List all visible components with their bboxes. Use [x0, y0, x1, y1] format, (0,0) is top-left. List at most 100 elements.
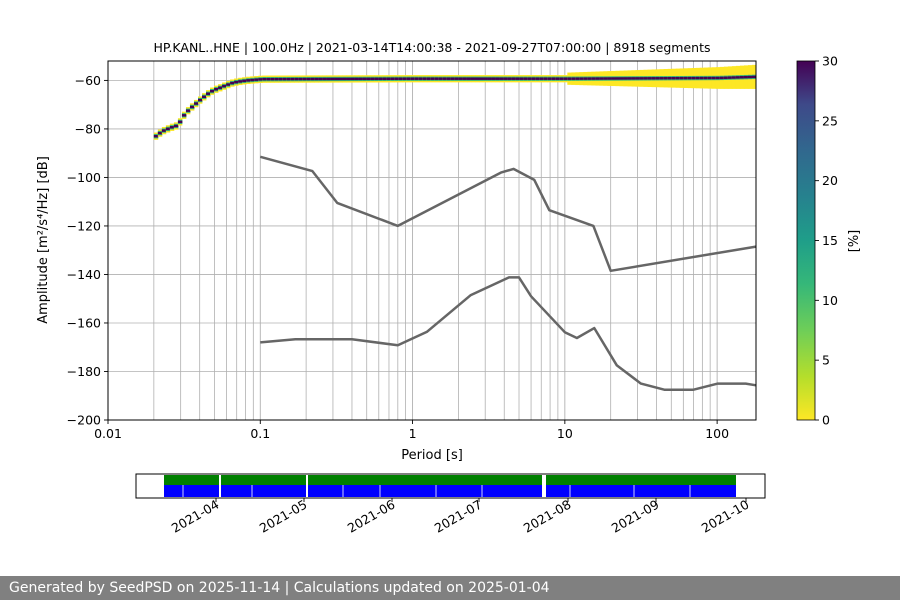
heatmap-cell-high — [470, 77, 476, 80]
heatmap-cell-high — [334, 77, 339, 81]
x-tick-label: 0.01 — [94, 426, 122, 441]
heatmap-cell-high — [462, 77, 468, 80]
heatmap-cell-high — [197, 98, 203, 102]
heatmap-cell-high — [735, 76, 741, 79]
heatmap-cell-high — [523, 77, 528, 80]
timeline-availability-bars — [164, 475, 736, 497]
heatmap-cell-high — [294, 77, 299, 81]
new-low-noise-model-line — [260, 276, 757, 391]
heatmap-cell-high — [177, 120, 183, 124]
heatmap-cell-high — [715, 76, 721, 80]
heatmap-cell-high — [663, 77, 669, 80]
colorbar-tick-label: 0 — [822, 413, 830, 428]
heatmap-cell-high — [499, 77, 504, 80]
heatmap-cell-high — [719, 76, 725, 80]
heatmap-cell-high — [206, 92, 211, 95]
heatmap-cell-high — [611, 77, 616, 80]
heatmap-cell-high — [699, 76, 705, 80]
heatmap-cell-high — [330, 77, 335, 81]
heatmap-cell-high — [438, 77, 444, 80]
heatmap-cell-high — [615, 77, 620, 80]
y-tick-label: −60 — [75, 73, 101, 88]
heatmap-cell-high — [157, 131, 163, 135]
timeline-tick-label: 2021-06 — [345, 497, 398, 536]
timeline-tick-label: 2021-10 — [699, 497, 752, 536]
heatmap-cell-high — [466, 77, 472, 80]
x-tick-label: 0.1 — [250, 426, 270, 441]
colorbar-ticks: 0 5 10 15 20 25 30 — [815, 54, 838, 428]
grid — [107, 61, 756, 421]
heatmap-cell-high — [434, 77, 440, 80]
x-axis-ticks: 0.01 0.1 1 10 100 — [94, 420, 729, 441]
timeline-bar-upper — [164, 475, 736, 485]
heatmap-cell-high — [262, 77, 267, 81]
heatmap-cell-high — [627, 77, 632, 80]
heatmap-cell-high — [165, 127, 171, 131]
heatmap-cell-high — [250, 78, 255, 82]
heatmap-cell-high — [386, 77, 392, 81]
y-tick-label: −140 — [67, 267, 101, 282]
noise-model-curves — [259, 155, 757, 391]
heatmap-cell-high — [539, 77, 544, 80]
heatmap-cell-high — [458, 77, 464, 80]
heatmap-cell-high — [683, 76, 689, 80]
heatmap-cell-high — [169, 126, 175, 129]
heatmap-cell-high — [747, 75, 753, 79]
timeline-tick-label: 2021-09 — [609, 497, 662, 536]
heatmap-cell-high — [322, 77, 327, 81]
heatmap-cell-high — [418, 77, 424, 80]
heatmap-cell-high — [234, 80, 239, 84]
timeline-tick-label: 2021-07 — [432, 497, 485, 536]
heatmap-cell-high — [547, 77, 552, 80]
heatmap-cell-high — [270, 77, 275, 81]
heatmap-cell-high — [326, 77, 331, 81]
heatmap-cell-high — [350, 77, 355, 81]
heatmap-cell-high — [723, 76, 729, 79]
heatmap-cell-high — [599, 77, 604, 80]
colorbar-tick-label: 15 — [822, 233, 838, 248]
timeline-tick-label: 2021-05 — [257, 497, 310, 536]
heatmap-cell-high — [571, 77, 576, 80]
heatmap-cell-high — [555, 77, 560, 80]
heatmap-cell-high — [378, 77, 384, 81]
y-tick-label: −120 — [67, 218, 101, 233]
heatmap-cell-high — [491, 77, 496, 80]
heatmap-cell-high — [254, 78, 259, 81]
heatmap-cell-high — [278, 77, 283, 81]
heatmap-cell-high — [173, 124, 179, 128]
heatmap-cell-high — [687, 76, 693, 80]
heatmap-cell-high — [675, 76, 681, 80]
heatmap-cell-high — [338, 77, 343, 81]
heatmap-cell-high — [430, 77, 436, 80]
y-axis-ticks: −200 −180 −160 −140 −120 −100 −80 −60 — [67, 73, 108, 428]
heatmap-cell-high — [214, 88, 219, 91]
heatmap-cell-high — [647, 77, 653, 80]
heatmap-cell-high — [210, 89, 215, 93]
heatmap-cell-high — [591, 77, 596, 80]
heatmap-cell-high — [406, 77, 412, 80]
x-tick-label: 10 — [557, 426, 573, 441]
y-tick-label: −160 — [67, 315, 101, 330]
heatmap-cell-high — [703, 76, 709, 80]
x-axis-label: Period [s] — [401, 448, 463, 463]
heatmap-cell-high — [446, 77, 452, 80]
heatmap-cell-high — [390, 77, 396, 80]
heatmap-cell-high — [707, 76, 713, 80]
heatmap-cell-high — [442, 77, 448, 80]
heatmap-cell-high — [667, 77, 673, 80]
x-tick-label: 100 — [705, 426, 729, 441]
heatmap-cell-high — [161, 129, 167, 132]
heatmap-cell-high — [354, 77, 359, 81]
heatmap-cell-high — [426, 77, 432, 80]
heatmap-cell-high — [623, 77, 628, 80]
plot-area-frame — [107, 60, 757, 421]
timeline-tick-label: 2021-08 — [521, 497, 574, 536]
chart-title: HP.KANL..HNE | 100.0Hz | 2021-03-14T14:0… — [153, 40, 710, 55]
timeline-gap — [306, 475, 308, 497]
colorbar — [796, 60, 816, 421]
y-axis-label: Amplitude [m²/s⁴/Hz] [dB] — [36, 156, 51, 324]
heatmap-cell-high — [246, 79, 251, 82]
footer-text: Generated by SeedPSD on 2025-11-14 | Cal… — [0, 576, 900, 600]
heatmap-cell-high — [479, 77, 484, 80]
heatmap-cell-high — [651, 77, 657, 80]
